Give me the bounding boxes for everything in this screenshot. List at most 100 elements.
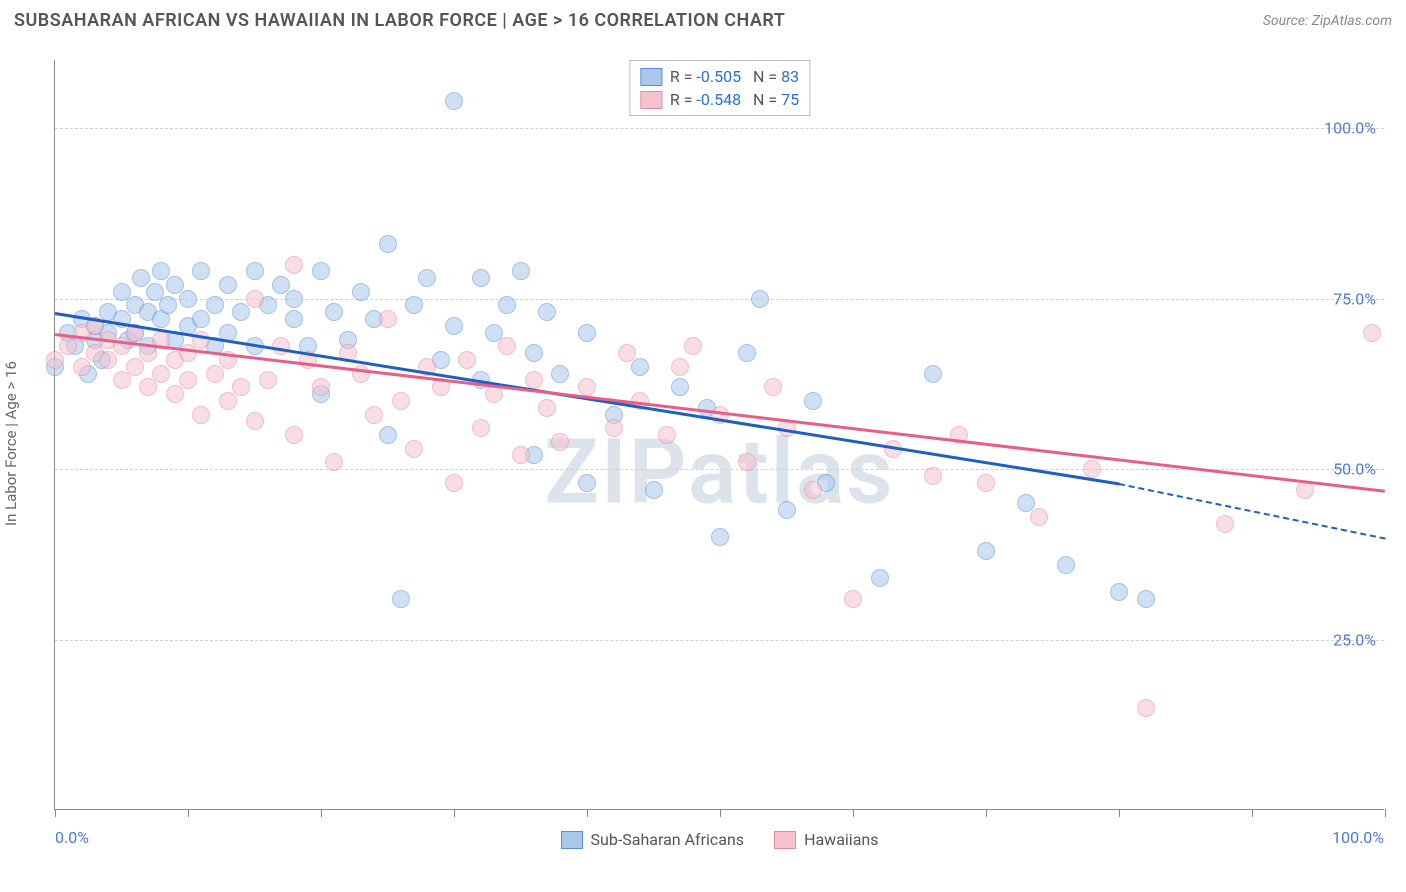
- plot-area: ZIPatlas R = -0.505 N = 83 R = -0.548 N =…: [54, 60, 1384, 810]
- data-point: [578, 474, 596, 492]
- y-tick-label: 25.0%: [1333, 630, 1376, 649]
- x-max-label: 100.0%: [1332, 828, 1384, 847]
- data-point: [738, 344, 756, 362]
- x-tick: [454, 809, 455, 817]
- data-point: [671, 358, 689, 376]
- x-min-label: 0.0%: [55, 828, 89, 847]
- data-point: [126, 358, 144, 376]
- data-point: [113, 371, 131, 389]
- data-point: [1363, 324, 1381, 342]
- data-point: [365, 406, 383, 424]
- x-tick: [1119, 809, 1120, 817]
- data-point: [551, 365, 569, 383]
- data-point: [472, 419, 490, 437]
- data-point: [312, 378, 330, 396]
- data-point: [352, 283, 370, 301]
- legend-swatch: [561, 831, 583, 849]
- data-point: [605, 419, 623, 437]
- data-point: [179, 371, 197, 389]
- data-point: [844, 590, 862, 608]
- data-point: [924, 365, 942, 383]
- chart-source: Source: ZipAtlas.com: [1263, 13, 1392, 29]
- data-point: [551, 433, 569, 451]
- data-point: [538, 303, 556, 321]
- watermark: ZIPatlas: [544, 419, 894, 524]
- legend-item: Hawaiians: [774, 830, 878, 849]
- data-point: [219, 392, 237, 410]
- legend-label: Hawaiians: [804, 830, 878, 849]
- chart-title: SUBSAHARAN AFRICAN VS HAWAIIAN IN LABOR …: [14, 10, 785, 31]
- x-tick: [1252, 809, 1253, 817]
- data-point: [232, 378, 250, 396]
- data-point: [445, 317, 463, 335]
- data-point: [1137, 699, 1155, 717]
- data-point: [445, 474, 463, 492]
- data-point: [671, 378, 689, 396]
- data-point: [192, 406, 210, 424]
- gridline: [55, 640, 1384, 641]
- data-point: [325, 303, 343, 321]
- legend-label: Sub-Saharan Africans: [591, 830, 745, 849]
- data-point: [631, 358, 649, 376]
- y-axis-title: In Labor Force | Age > 16: [2, 361, 20, 526]
- legend-swatch: [774, 831, 796, 849]
- data-point: [285, 426, 303, 444]
- data-point: [764, 378, 782, 396]
- data-point: [179, 290, 197, 308]
- data-point: [259, 371, 277, 389]
- chart-header: SUBSAHARAN AFRICAN VS HAWAIIAN IN LABOR …: [0, 0, 1406, 37]
- data-point: [1137, 590, 1155, 608]
- y-tick-label: 75.0%: [1333, 289, 1376, 308]
- data-point: [219, 276, 237, 294]
- data-point: [1057, 556, 1075, 574]
- x-tick: [188, 809, 189, 817]
- data-point: [645, 481, 663, 499]
- data-point: [1030, 508, 1048, 526]
- data-point: [206, 296, 224, 314]
- x-tick: [720, 809, 721, 817]
- data-point: [379, 310, 397, 328]
- chart-container: In Labor Force | Age > 16 ZIPatlas R = -…: [14, 46, 1392, 866]
- data-point: [804, 392, 822, 410]
- data-point: [711, 528, 729, 546]
- data-point: [512, 262, 530, 280]
- series-legend: Sub-Saharan Africans Hawaiians: [561, 830, 879, 849]
- data-point: [512, 446, 530, 464]
- legend-item: Sub-Saharan Africans: [561, 830, 745, 849]
- legend-stats: R = -0.548 N = 75: [670, 90, 799, 109]
- x-tick: [55, 809, 56, 817]
- x-tick: [321, 809, 322, 817]
- data-point: [405, 296, 423, 314]
- data-point: [285, 256, 303, 274]
- legend-row: R = -0.505 N = 83: [640, 65, 799, 88]
- data-point: [59, 337, 77, 355]
- legend-row: R = -0.548 N = 75: [640, 88, 799, 111]
- data-point: [139, 378, 157, 396]
- legend-swatch: [640, 68, 662, 86]
- data-point: [525, 344, 543, 362]
- data-point: [458, 351, 476, 369]
- data-point: [405, 440, 423, 458]
- data-point: [658, 426, 676, 444]
- data-point: [578, 378, 596, 396]
- data-point: [312, 262, 330, 280]
- y-tick-label: 50.0%: [1333, 460, 1376, 479]
- data-point: [285, 310, 303, 328]
- x-tick: [986, 809, 987, 817]
- data-point: [159, 296, 177, 314]
- data-point: [738, 453, 756, 471]
- data-point: [192, 310, 210, 328]
- data-point: [1216, 515, 1234, 533]
- data-point: [325, 453, 343, 471]
- data-point: [99, 351, 117, 369]
- data-point: [498, 337, 516, 355]
- data-point: [206, 365, 224, 383]
- x-tick: [1385, 809, 1386, 817]
- data-point: [73, 358, 91, 376]
- trend-line: [1119, 483, 1385, 540]
- data-point: [379, 235, 397, 253]
- data-point: [46, 351, 64, 369]
- data-point: [924, 467, 942, 485]
- data-point: [578, 324, 596, 342]
- data-point: [392, 590, 410, 608]
